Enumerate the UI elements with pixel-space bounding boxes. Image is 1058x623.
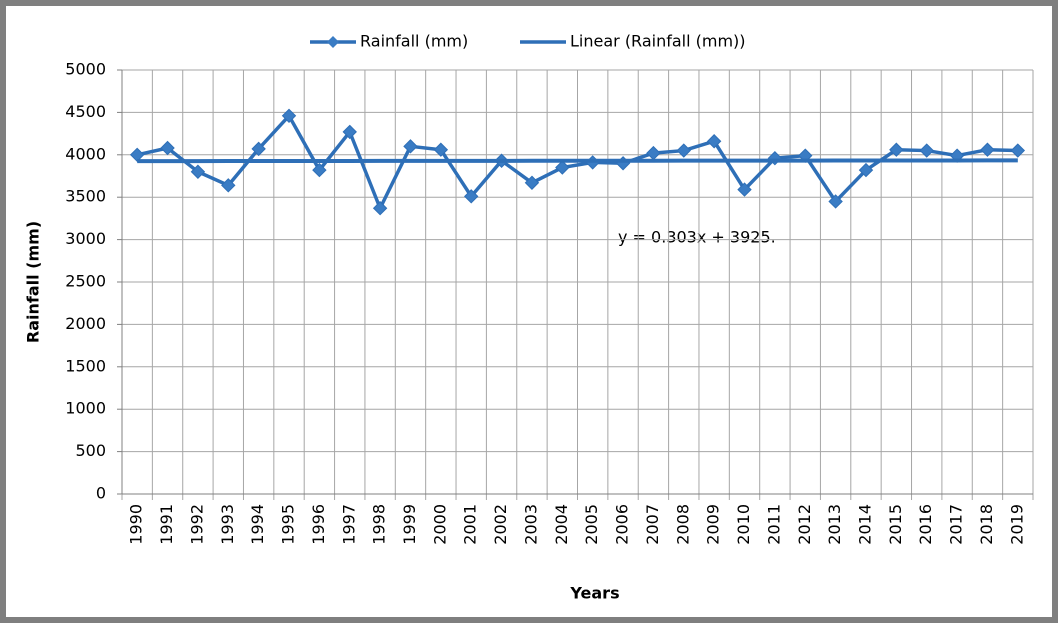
x-tick-label: 2008 (673, 504, 692, 545)
data-marker (1010, 143, 1026, 158)
x-tick-label: 2014 (855, 504, 874, 545)
data-marker (919, 143, 934, 158)
y-tick-label: 4000 (65, 144, 106, 163)
x-tick-label: 2018 (977, 504, 996, 545)
data-marker (190, 164, 206, 179)
x-tick-label: 1997 (339, 504, 358, 545)
data-marker (251, 141, 266, 157)
x-tick-label: 2019 (1007, 504, 1026, 545)
x-tick-label: 2015 (886, 504, 905, 545)
data-marker (737, 182, 752, 197)
x-tick-label: 2009 (704, 504, 723, 545)
x-tick-label: 1999 (400, 504, 419, 545)
data-marker (129, 147, 145, 163)
x-axis-title: Years (569, 584, 619, 603)
y-tick-label: 4500 (65, 102, 106, 121)
y-tick-label: 3000 (65, 229, 106, 248)
y-tick-label: 2000 (65, 314, 106, 333)
x-tick-label: 2000 (430, 504, 449, 545)
data-marker (403, 139, 418, 154)
x-tick-label: 1998 (370, 504, 389, 545)
x-tick-label: 2011 (764, 504, 783, 545)
y-tick-label: 1500 (65, 356, 106, 375)
y-tick-label: 3500 (65, 187, 106, 206)
data-marker (312, 162, 327, 178)
data-marker (828, 194, 843, 209)
x-tick-label: 2017 (947, 504, 966, 545)
data-marker (281, 108, 297, 123)
legend-marker (327, 36, 339, 48)
x-tick-label: 1994 (248, 504, 267, 545)
x-tick-label: 2007 (643, 504, 662, 545)
x-tick-label: 1993 (218, 504, 237, 545)
data-marker (464, 189, 479, 204)
data-marker (676, 143, 691, 158)
data-marker (433, 142, 449, 157)
x-tick-label: 2013 (825, 504, 844, 545)
data-marker (160, 140, 175, 156)
data-marker (980, 142, 995, 157)
x-tick-label: 1991 (157, 504, 176, 545)
x-tick-label: 2005 (582, 504, 601, 545)
x-tick-label: 2003 (521, 504, 540, 545)
trend-equation: y = 0.303x + 3925. (618, 228, 776, 247)
data-line (136, 112, 1018, 213)
x-tick-label: 2001 (461, 504, 480, 545)
x-tick-label: 2012 (795, 504, 814, 545)
trend-line (137, 158, 1018, 164)
x-tick-label: 2006 (613, 504, 632, 545)
y-tick-label: 2500 (65, 272, 106, 291)
data-marker (555, 160, 570, 175)
y-tick-label: 5000 (65, 60, 106, 79)
y-axis-title: Rainfall (mm) (24, 221, 43, 343)
data-marker (706, 134, 722, 149)
y-tick-label: 500 (75, 441, 106, 460)
x-tick-label: 2016 (916, 504, 935, 545)
x-tick-label: 1990 (127, 504, 146, 545)
data-marker (858, 162, 874, 178)
data-marker (372, 201, 388, 216)
y-tick-label: 0 (96, 484, 106, 503)
x-tick-label: 2010 (734, 504, 753, 545)
data-marker (889, 142, 904, 157)
data-marker (221, 178, 236, 193)
x-tick-label: 1996 (309, 504, 328, 545)
x-tick-label: 2004 (552, 504, 571, 545)
x-tick-label: 1995 (279, 504, 298, 545)
x-tick-label: 1992 (187, 504, 206, 545)
legend-label: Rainfall (mm) (360, 32, 468, 51)
data-marker (524, 175, 540, 190)
y-tick-label: 1000 (65, 399, 106, 418)
legend-label: Linear (Rainfall (mm)) (570, 32, 746, 51)
data-marker (342, 124, 357, 140)
x-tick-label: 2002 (491, 504, 510, 545)
